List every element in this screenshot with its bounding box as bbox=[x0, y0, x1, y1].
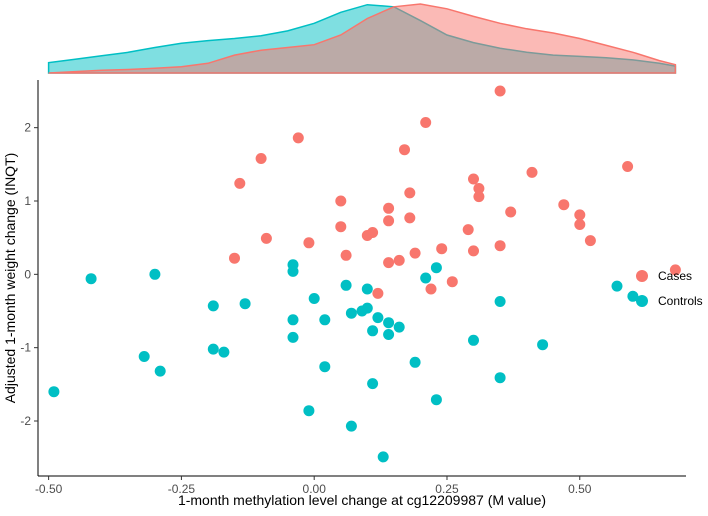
point-cases bbox=[436, 243, 448, 255]
point-cases bbox=[468, 173, 479, 185]
point-cases bbox=[505, 206, 517, 218]
point-cases bbox=[574, 219, 586, 230]
point-controls bbox=[287, 314, 299, 326]
point-controls bbox=[308, 293, 320, 304]
point-cases bbox=[468, 245, 479, 257]
y-tick-label: -2 bbox=[20, 414, 31, 428]
point-cases bbox=[404, 212, 416, 224]
point-controls bbox=[537, 339, 549, 351]
y-tick-label: 1 bbox=[24, 194, 31, 208]
point-cases bbox=[383, 257, 395, 269]
point-controls bbox=[287, 265, 299, 277]
x-tick-label: -0.25 bbox=[168, 482, 196, 496]
y-tick-label: -1 bbox=[20, 341, 31, 355]
x-tick-label: -0.50 bbox=[35, 482, 63, 496]
point-controls bbox=[207, 300, 219, 312]
point-cases bbox=[558, 199, 570, 211]
point-cases bbox=[383, 202, 395, 214]
point-cases bbox=[393, 254, 405, 266]
point-controls bbox=[393, 321, 405, 333]
point-controls bbox=[154, 365, 166, 377]
y-axis-title: Adjusted 1-month weight change (INQT) bbox=[2, 153, 18, 404]
y-tick-label: 2 bbox=[24, 121, 31, 135]
point-controls bbox=[383, 317, 395, 329]
point-controls bbox=[627, 290, 639, 302]
point-cases bbox=[622, 161, 634, 172]
marginal-density-panel bbox=[47, 3, 677, 74]
point-cases bbox=[446, 276, 458, 288]
point-cases bbox=[234, 177, 246, 189]
point-controls bbox=[303, 405, 315, 417]
legend-key-cases bbox=[636, 270, 648, 282]
point-cases bbox=[292, 132, 304, 144]
point-controls bbox=[420, 272, 432, 284]
point-controls bbox=[377, 451, 389, 463]
legend-key-controls bbox=[636, 295, 648, 307]
point-controls bbox=[48, 386, 60, 398]
point-cases bbox=[409, 247, 421, 259]
point-controls bbox=[218, 346, 230, 358]
point-controls bbox=[361, 283, 373, 295]
point-cases bbox=[574, 209, 586, 221]
point-cases bbox=[494, 240, 506, 252]
point-cases bbox=[584, 235, 596, 247]
point-controls bbox=[345, 307, 357, 319]
point-cases bbox=[229, 252, 240, 264]
point-controls bbox=[430, 262, 442, 274]
point-controls bbox=[138, 351, 150, 362]
point-controls bbox=[319, 361, 331, 373]
point-cases bbox=[420, 117, 432, 128]
point-cases bbox=[260, 232, 272, 244]
axes bbox=[37, 80, 686, 477]
point-cases bbox=[335, 221, 347, 233]
x-tick-label: 0.25 bbox=[435, 482, 459, 496]
point-cases bbox=[473, 191, 485, 203]
point-cases bbox=[335, 195, 347, 207]
point-controls bbox=[409, 356, 421, 368]
point-controls bbox=[345, 420, 357, 432]
x-axis-title: 1-month methylation level change at cg12… bbox=[178, 492, 546, 508]
point-controls bbox=[287, 331, 299, 343]
legend-label-controls: Controls bbox=[658, 294, 703, 308]
point-controls bbox=[85, 273, 97, 285]
x-tick-label: 0.00 bbox=[303, 482, 327, 496]
legend: Cases Controls bbox=[636, 269, 703, 308]
axis-ticks: -0.50 -0.25 0.00 0.25 0.50 -2 -1 0 1 2 bbox=[20, 121, 591, 496]
point-cases bbox=[372, 287, 384, 299]
point-controls bbox=[319, 314, 331, 326]
point-cases bbox=[303, 237, 315, 249]
point-cases bbox=[340, 249, 352, 261]
point-cases bbox=[255, 153, 267, 164]
point-cases bbox=[383, 215, 395, 227]
point-cases bbox=[526, 166, 538, 178]
point-controls bbox=[611, 280, 623, 292]
point-cases bbox=[399, 144, 410, 156]
point-controls bbox=[207, 343, 219, 355]
point-cases bbox=[462, 224, 474, 236]
point-controls bbox=[372, 312, 384, 324]
point-controls bbox=[239, 298, 251, 310]
point-controls bbox=[356, 305, 368, 317]
density-curve-cases bbox=[48, 3, 677, 74]
point-cases bbox=[361, 230, 373, 241]
point-cases bbox=[425, 283, 437, 295]
point-controls bbox=[494, 296, 506, 307]
point-controls bbox=[494, 372, 506, 384]
point-controls bbox=[367, 378, 379, 390]
point-cases bbox=[494, 85, 506, 97]
point-controls bbox=[149, 268, 161, 280]
point-cases bbox=[669, 264, 681, 276]
point-controls bbox=[340, 279, 352, 291]
point-cases bbox=[473, 183, 485, 194]
x-tick-label: 0.50 bbox=[568, 482, 592, 496]
legend-label-cases: Cases bbox=[658, 269, 692, 283]
point-controls bbox=[430, 394, 442, 406]
point-cases bbox=[404, 187, 416, 199]
y-tick-label: 0 bbox=[24, 267, 31, 281]
point-controls bbox=[367, 325, 379, 337]
point-controls bbox=[383, 329, 395, 340]
scatter-points bbox=[48, 85, 681, 463]
point-controls bbox=[468, 334, 479, 346]
